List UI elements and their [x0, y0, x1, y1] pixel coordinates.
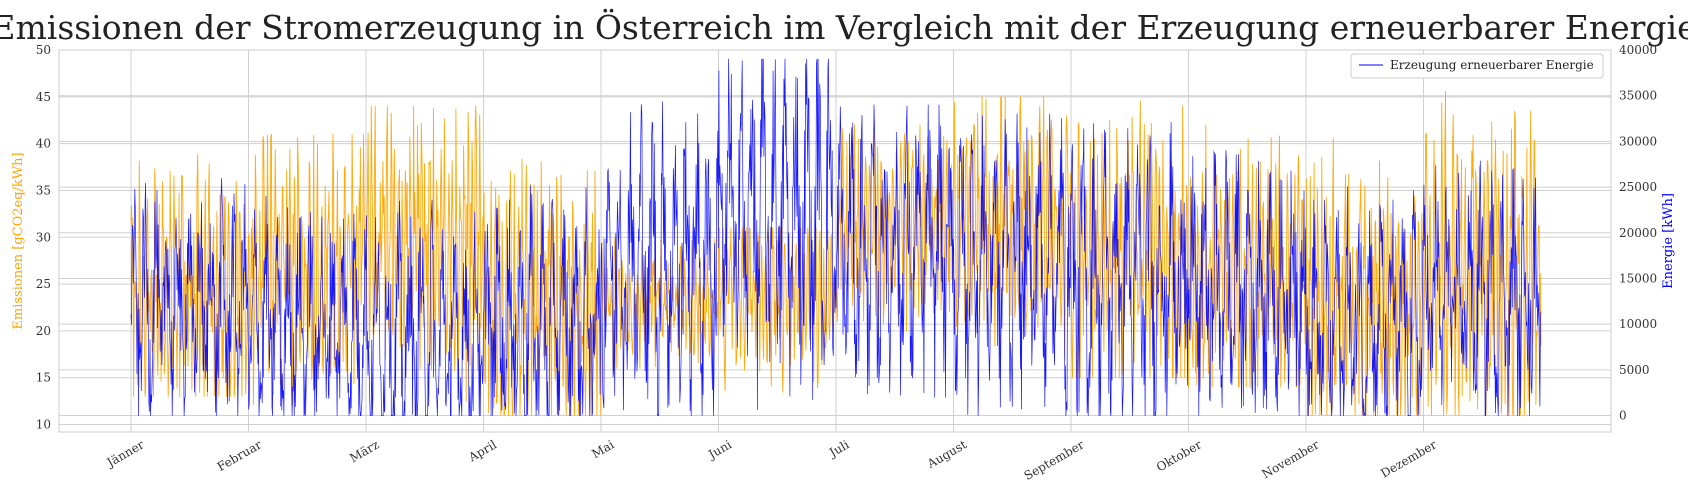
right-tick-label: 0: [1619, 409, 1627, 423]
right-axis-ticks: 0 5000 10000 15000 20000 25000 30000 35000 40000: [1619, 43, 1657, 423]
left-axis-ticks: 10 15 20 25 30 35 40 45 50: [36, 43, 51, 432]
plot-frame: [58, 49, 1612, 433]
right-tick-label: 25000: [1619, 180, 1657, 194]
series-line: [130, 58, 1542, 416]
left-tick-label: 10: [36, 418, 51, 432]
right-tick-label: 20000: [1619, 226, 1657, 240]
right-tick-label: 5000: [1619, 363, 1650, 377]
x-tick-label: August: [924, 437, 969, 471]
left-tick-label: 20: [36, 324, 51, 338]
x-tick-label: November: [1259, 437, 1321, 481]
x-tick-label: Jänner: [103, 437, 147, 470]
legend: Erzeugung erneuerbarer Energie: [1350, 53, 1604, 79]
x-tick-label: Dezember: [1378, 437, 1439, 480]
right-tick-label: 35000: [1619, 89, 1657, 103]
x-tick-label: September: [1022, 437, 1087, 483]
x-tick-label: Oktober: [1154, 437, 1204, 474]
left-axis-label: Emissionen [gCO2eq/kWh]: [11, 152, 26, 329]
x-tick-label: Mai: [589, 437, 616, 461]
legend-box: [1350, 53, 1604, 79]
renewable-energy-series: [130, 58, 1542, 416]
left-tick-label: 30: [36, 230, 51, 244]
x-tick-label: Juli: [825, 437, 851, 460]
left-tick-label: 15: [36, 371, 51, 385]
right-tick-label: 10000: [1619, 317, 1657, 331]
left-tick-label: 25: [36, 277, 51, 291]
right-tick-label: 15000: [1619, 271, 1657, 285]
left-tick-label: 35: [36, 183, 51, 197]
x-tick-label: Februar: [215, 437, 264, 474]
left-tick-label: 50: [36, 43, 51, 57]
right-tick-label: 40000: [1619, 43, 1657, 57]
left-tick-label: 40: [36, 137, 51, 151]
x-tick-label: März: [347, 437, 381, 465]
x-tick-label: April: [465, 437, 499, 465]
x-tick-label: Juni: [704, 437, 734, 462]
right-axis-label: Energie [kWh]: [1661, 193, 1676, 289]
legend-entry: Erzeugung erneuerbarer Energie: [1390, 58, 1594, 72]
chart-title: Emissionen der Stromerzeugung in Österre…: [0, 7, 1688, 47]
left-tick-label: 45: [36, 90, 51, 104]
x-axis-ticks: Jänner Februar März April Mai Juni Juli August S…: [103, 437, 1439, 483]
right-tick-label: 30000: [1619, 134, 1657, 148]
